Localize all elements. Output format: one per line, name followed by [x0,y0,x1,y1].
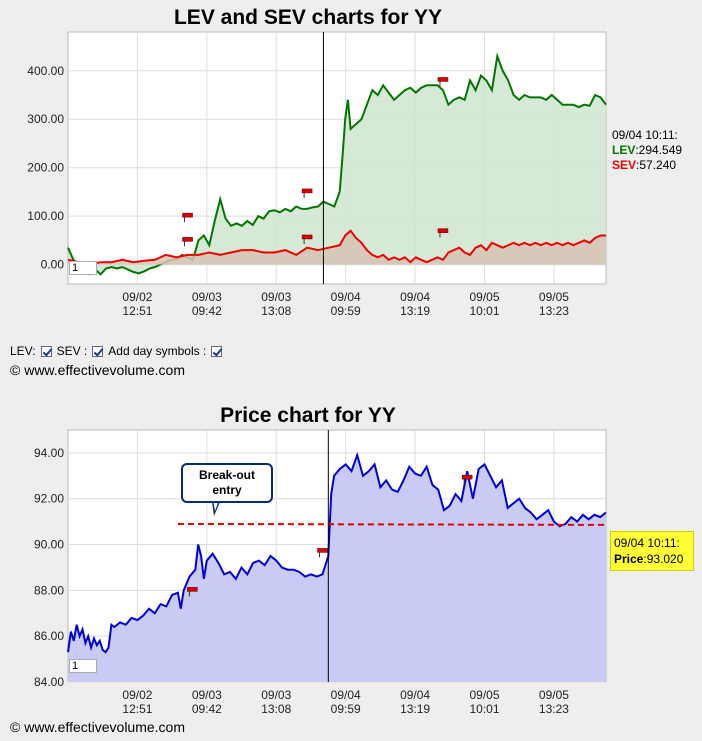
x-tick-time: 09:59 [331,702,361,716]
x-tick-date: 09/05 [539,688,569,702]
day-symbols-label: Add day symbols : [108,344,207,358]
callout-line1: Break-out [198,468,255,482]
sev-toggle-label: SEV : [56,344,88,358]
x-tick-date: 09/05 [539,290,569,304]
copyright-bottom: © www.effectivevolume.com [10,719,186,735]
series-line-price [67,451,607,654]
x-tick-date: 09/04 [400,290,430,304]
readout-lev: LEV:294.549 [612,143,682,158]
x-tick-time: 13:08 [261,702,291,716]
sev-checkbox[interactable] [92,345,104,357]
price-box-label[interactable]: 1 [69,659,97,673]
day-marker [437,77,449,82]
x-tick-time: 10:01 [470,304,500,318]
y-tick-label: 92.00 [34,492,64,506]
x-tick-time: 13:23 [539,702,569,716]
x-tick-date: 09/03 [192,688,222,702]
price-series [67,451,607,682]
x-tick-date: 09/03 [261,688,291,702]
day-marker [182,212,193,218]
lev-sev-series [67,52,607,276]
day-marker [461,474,473,480]
breakout-level-line [177,522,607,526]
x-tick-date: 09/05 [470,290,500,304]
price-readout-label: Price [614,552,644,566]
x-tick-time: 13:08 [261,304,291,318]
x-tick-date: 09/02 [122,290,152,304]
x-tick-date: 09/04 [331,290,361,304]
x-tick-time: 13:19 [400,304,430,318]
series-line-lev [67,52,607,276]
day-marker [301,234,313,240]
lev-sev-x-axis: 09/0212:5109/0309:4209/0313:0809/0409:59… [122,290,569,318]
lev-toggle-label: LEV: [10,344,36,358]
x-tick-time: 13:23 [539,304,569,318]
series-toggles: LEV: SEV : Add day symbols : [10,344,224,358]
x-tick-time: 12:51 [122,304,152,318]
readout-sev-label: SEV [612,158,637,172]
x-tick-time: 12:51 [122,702,152,716]
lev-sev-y-axis: 400.00 300.00 200.00 100.00 0.00 [27,64,64,272]
readout-sev-value: :57.240 [636,158,677,172]
x-tick-time: 09:42 [192,304,222,318]
day-marker [187,587,198,592]
series-area-sev [68,230,606,265]
lev-sev-box-label[interactable]: 1 [69,261,97,275]
y-tick-label: 88.00 [34,583,64,597]
breakout-callout: Break-out entry [181,463,273,503]
x-tick-date: 09/05 [470,688,500,702]
day-marker [437,228,449,233]
lev-sev-day-markers [182,77,449,247]
copyright-top: © www.effectivevolume.com [10,362,186,378]
series-line-sev [67,229,606,266]
lev-sev-chart: LEV and SEV charts for YY 400.00 300.00 20… [27,6,607,318]
y-tick-label: 300.00 [27,112,64,126]
price-day-markers [187,474,473,597]
price-readout-time: 09/04 10:11: [614,536,680,550]
y-tick-label: 90.00 [34,538,64,552]
x-tick-date: 09/02 [122,688,152,702]
readout-time: 09/04 10:11: [612,128,678,142]
day-marker [301,188,313,194]
x-tick-date: 09/03 [192,290,222,304]
lev-checkbox[interactable] [40,345,52,357]
day-marker [182,237,193,242]
x-tick-time: 10:01 [470,702,500,716]
x-tick-time: 13:19 [400,702,430,716]
price-readout-number: :93.020 [643,552,684,566]
series-area-lev [68,56,606,275]
series-area-price [68,455,606,682]
price-readout-value: Price:93.020 [614,551,690,567]
x-tick-time: 09:59 [331,304,361,318]
y-tick-label: 94.00 [34,446,64,460]
x-tick-date: 09/04 [331,688,361,702]
price-readout: 09/04 10:11: Price:93.020 [610,531,694,571]
x-tick-time: 09:42 [192,702,222,716]
price-chart: Price chart for YY 94.00 92.00 90.00 88.00 8… [34,404,607,716]
readout-lev-value: :294.549 [635,143,683,157]
y-tick-label: 86.00 [34,629,64,643]
y-tick-label: 200.00 [27,161,64,175]
x-tick-date: 09/04 [400,688,430,702]
y-tick-label: 400.00 [27,64,64,78]
lev-sev-chart-title: LEV and SEV charts for YY [174,6,442,29]
price-y-axis: 94.00 92.00 90.00 88.00 86.00 84.00 [34,446,64,689]
day-symbols-checkbox[interactable] [211,345,223,357]
readout-sev: SEV:57.240 [612,158,682,173]
y-tick-label: 0.00 [41,258,65,272]
price-x-axis: 09/0212:5109/0309:4209/0313:0809/0409:59… [122,688,569,716]
readout-lev-label: LEV [612,143,636,157]
callout-line2: entry [212,483,242,497]
day-marker [317,548,328,553]
y-tick-label: 100.00 [27,209,64,223]
price-chart-title: Price chart for YY [220,404,396,427]
x-tick-date: 09/03 [261,290,291,304]
lev-sev-readout: 09/04 10:11: LEV:294.549 SEV:57.240 [612,128,682,173]
y-tick-label: 84.00 [34,675,64,689]
